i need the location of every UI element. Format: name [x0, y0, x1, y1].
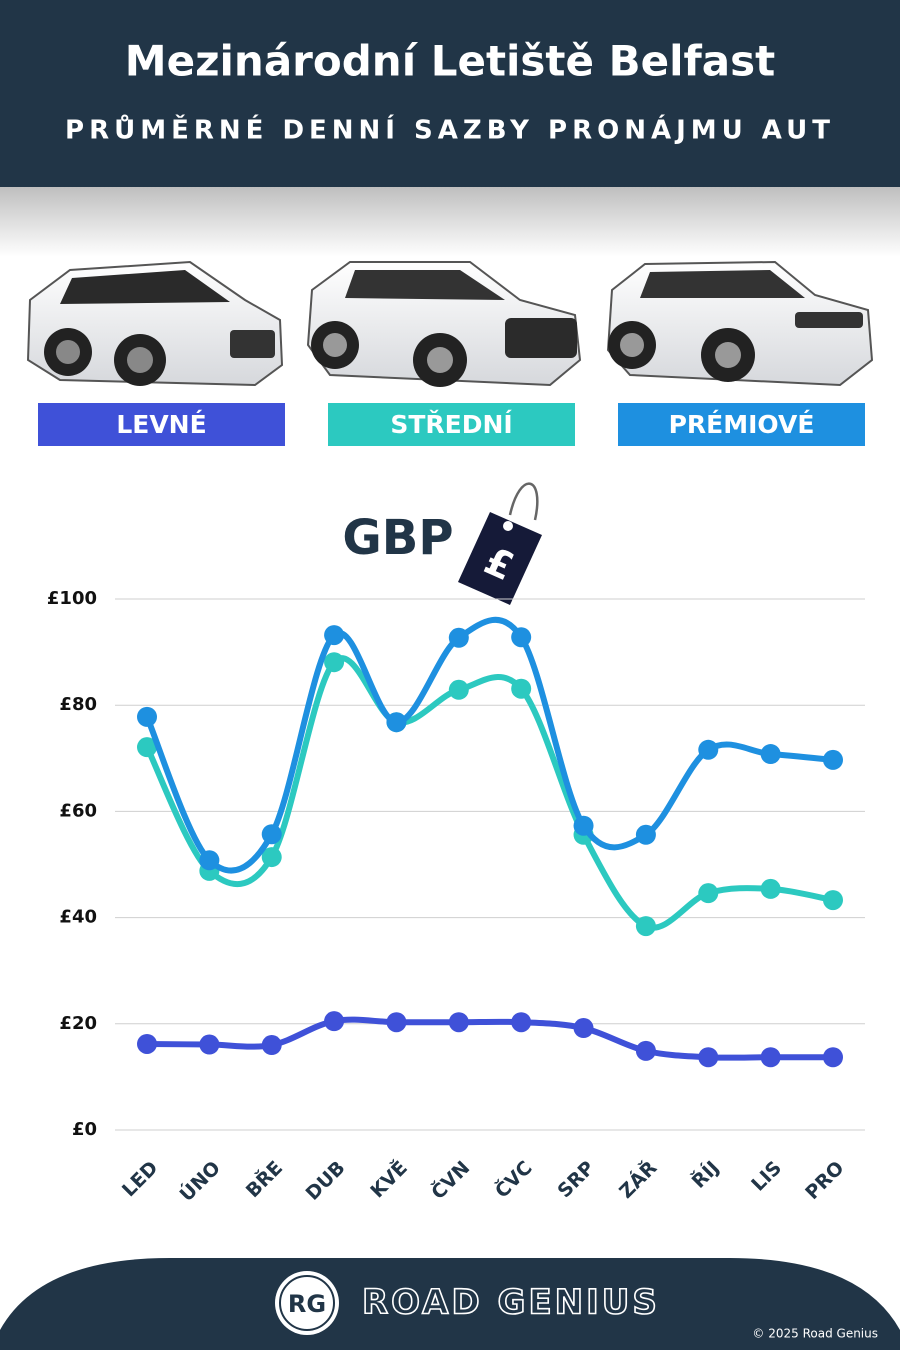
- copyright: © 2025 Road Genius: [752, 1327, 878, 1341]
- legend-label: LEVNÉ: [116, 410, 206, 439]
- data-point: [137, 1033, 157, 1054]
- y-tick-label: £100: [47, 588, 97, 609]
- y-tick-label: £20: [59, 1013, 97, 1034]
- data-point: [511, 627, 532, 648]
- logo-ring: [279, 1275, 335, 1331]
- logo-circle: [275, 1271, 339, 1335]
- car-suv: [306, 261, 582, 387]
- car-hatchback: [26, 260, 284, 387]
- footer-band: [0, 1258, 900, 1350]
- data-point: [511, 1012, 532, 1033]
- y-tick-label: £40: [59, 907, 97, 928]
- data-point: [137, 737, 157, 758]
- data-point: [823, 1047, 843, 1068]
- legend-box: [38, 403, 285, 446]
- series-line: [144, 655, 836, 931]
- currency-label: GBP: [342, 510, 453, 566]
- car-premium: [606, 260, 874, 387]
- legend-box: [328, 403, 575, 446]
- x-tick-label: LIS: [747, 1157, 786, 1196]
- data-point: [698, 739, 719, 760]
- header-shadow: [0, 187, 900, 257]
- data-point: [823, 749, 843, 770]
- data-point: [448, 1012, 469, 1033]
- x-tick-label: ÚNO: [174, 1155, 225, 1206]
- data-point: [635, 1040, 656, 1061]
- data-point: [635, 824, 656, 845]
- y-tick-label: £80: [59, 694, 97, 715]
- subtitle: PRŮMĚRNÉ DENNÍ SAZBY PRONÁJMU AUT: [65, 113, 835, 146]
- x-tick-label: ZÁŘ: [615, 1156, 662, 1203]
- data-point: [823, 890, 843, 911]
- legend: LEVNÉ STŘEDNÍ PRÉMIOVÉ: [38, 403, 865, 446]
- x-tick-label: BŘE: [241, 1156, 287, 1202]
- data-point: [573, 1018, 594, 1039]
- data-point: [760, 744, 781, 765]
- price-tag: [458, 482, 542, 605]
- series-line: [144, 616, 836, 874]
- data-point: [324, 652, 345, 673]
- data-point: [698, 883, 719, 904]
- data-point: [698, 1047, 719, 1068]
- y-tick-label: £0: [72, 1119, 97, 1140]
- x-tick-label: DUB: [302, 1157, 350, 1205]
- data-point: [386, 1012, 407, 1033]
- header-band: [0, 0, 900, 187]
- legend-box: [618, 403, 865, 446]
- data-point: [635, 916, 656, 937]
- x-tick-label: ČVC: [490, 1155, 537, 1202]
- series-line: [144, 1016, 836, 1061]
- legend-label: STŘEDNÍ: [390, 410, 512, 439]
- data-point: [261, 824, 282, 845]
- data-point: [261, 1035, 282, 1056]
- legend-label: PRÉMIOVÉ: [669, 410, 815, 439]
- data-point: [324, 1011, 345, 1032]
- plot: £0 £20 £40 £60 £80 £100 LED ÚNO BŘE DUB KVĚ ČVN ČVC S…: [47, 588, 865, 1206]
- data-point: [448, 679, 469, 700]
- x-tick-label: KVĚ: [366, 1156, 412, 1202]
- data-point: [760, 878, 781, 899]
- data-point: [573, 815, 594, 836]
- x-tick-label: LED: [118, 1157, 162, 1201]
- data-point: [261, 847, 282, 868]
- brand: ROAD GENIUS: [362, 1283, 660, 1323]
- data-point: [199, 850, 220, 871]
- y-tick-label: £60: [59, 800, 97, 821]
- logo-text: RG: [288, 1290, 326, 1318]
- x-tick-label: SRP: [554, 1157, 599, 1202]
- x-tick-label: PRO: [801, 1157, 848, 1204]
- data-point: [511, 678, 532, 699]
- data-point: [199, 1034, 220, 1055]
- data-point: [324, 625, 345, 646]
- title: Mezinárodní Letiště Belfast: [125, 37, 775, 86]
- data-point: [448, 627, 469, 648]
- x-tick-label: ŘÍJ: [687, 1156, 724, 1193]
- data-point: [760, 1047, 781, 1068]
- data-point: [137, 706, 157, 727]
- x-tick-label: ČVN: [426, 1155, 474, 1203]
- data-point: [386, 712, 407, 733]
